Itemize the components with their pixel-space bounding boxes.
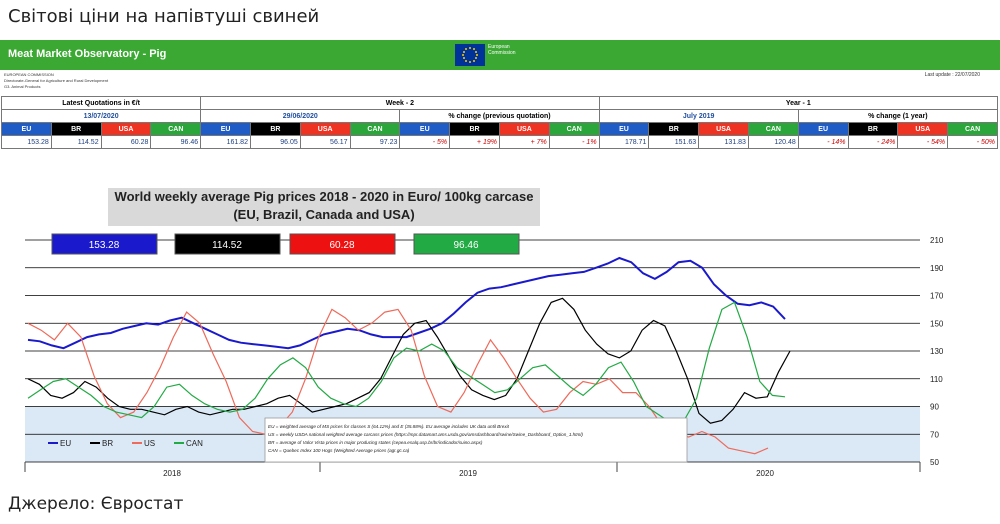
date-latest: 13/07/2020 xyxy=(0,109,202,123)
note-line: EU = weighted average of MS prices for c… xyxy=(268,424,510,429)
source-caption: Джерело: Євростат xyxy=(8,494,184,514)
price-chart: 50 70 90 110 130 150 170 190 210 2018 2019 2020 153.… xyxy=(24,233,944,478)
note-line: BR = average of Valor Vista prices in ma… xyxy=(268,440,483,445)
week2-value: 161.82 xyxy=(200,135,251,149)
week2-value: 96.05 xyxy=(249,135,301,149)
latest-value: 153.28 xyxy=(1,135,52,149)
org-info: EUROPEAN COMMISSION Directorate-General … xyxy=(4,72,108,90)
region-eu: EU xyxy=(797,122,849,136)
series-line-br xyxy=(27,297,791,424)
y-tick-label: 50 xyxy=(930,458,939,467)
year1-value: 131.83 xyxy=(698,135,749,149)
flag-caption: European Commission xyxy=(488,44,516,56)
org-line: EUROPEAN COMMISSION xyxy=(4,72,54,77)
region-usa: USA xyxy=(897,122,949,136)
region-br: BR xyxy=(449,122,500,136)
year1-pct: - 50% xyxy=(947,135,998,149)
note-line: CAN = Quebec Index 100 Hogs (Weighted Av… xyxy=(268,448,410,453)
org-line: Directorate-General for Agriculture and … xyxy=(4,78,109,83)
year1-value: 151.63 xyxy=(648,135,700,149)
y-tick-label: 170 xyxy=(930,292,944,301)
week2-pct: + 7% xyxy=(498,135,550,149)
y-tick-label: 70 xyxy=(930,430,939,439)
note-line: US = weekly USDA national weighted avera… xyxy=(268,432,583,437)
y-tick-label: 210 xyxy=(930,236,944,245)
region-eu: EU xyxy=(200,122,251,136)
region-can: CAN xyxy=(349,122,401,136)
legend-label: US xyxy=(144,439,155,448)
series-line-us xyxy=(27,308,769,455)
latest-value: 60.28 xyxy=(100,135,152,149)
pct-year1-header: % change (1 year) xyxy=(797,109,999,123)
x-tick-label: 2019 xyxy=(459,469,477,478)
last-update: Last update : 22/07/2020 xyxy=(924,72,980,78)
region-usa: USA xyxy=(498,122,550,136)
region-eu: EU xyxy=(598,122,650,136)
latest-box xyxy=(289,233,396,255)
region-usa: USA xyxy=(698,122,749,136)
quotations-table: Latest Quotations in €/t Week - 2 Year -… xyxy=(0,96,999,149)
latest-box xyxy=(51,233,158,255)
latest-box-value: 114.52 xyxy=(212,240,242,251)
year1-pct: - 24% xyxy=(847,135,899,149)
series-line-can xyxy=(27,301,786,424)
legend-label: BR xyxy=(102,439,113,448)
region-can: CAN xyxy=(150,122,202,136)
value-row: 153.28 114.52 60.28 96.46 161.82 96.05 5… xyxy=(1,135,998,149)
region-can: CAN xyxy=(947,122,998,136)
region-row: EU BR USA CAN EU BR USA CAN EU BR USA CA… xyxy=(1,122,998,136)
year1-pct: - 14% xyxy=(797,135,849,149)
year1-pct: - 54% xyxy=(897,135,949,149)
latest-box xyxy=(174,233,281,255)
date-week2: 29/06/2020 xyxy=(200,109,401,123)
x-tick-label: 2020 xyxy=(756,469,774,478)
pct-week2-header: % change (previous quotation) xyxy=(399,109,600,123)
latest-box xyxy=(413,233,520,255)
year1-value: 120.48 xyxy=(747,135,799,149)
latest-box-value: 60.28 xyxy=(329,240,354,251)
chart-title: World weekly average Pig prices 2018 - 2… xyxy=(114,189,534,204)
region-br: BR xyxy=(648,122,700,136)
series-line-eu xyxy=(27,256,786,350)
region-usa: USA xyxy=(299,122,351,136)
region-eu: EU xyxy=(399,122,451,136)
header-year1: Year - 1 xyxy=(598,96,999,110)
y-tick-label: 130 xyxy=(930,347,944,356)
y-tick-label: 90 xyxy=(930,403,939,412)
eu-flag-icon xyxy=(455,44,485,66)
y-tick-label: 110 xyxy=(930,375,943,384)
week2-value: 97.23 xyxy=(349,135,401,149)
latest-box-value: 153.28 xyxy=(89,240,120,251)
notes-box xyxy=(264,417,688,463)
region-br: BR xyxy=(249,122,301,136)
org-line: G3. Animal Products xyxy=(4,84,41,89)
week2-pct: - 5% xyxy=(399,135,451,149)
region-can: CAN xyxy=(747,122,799,136)
week2-pct: + 19% xyxy=(449,135,500,149)
week2-value: 56.17 xyxy=(299,135,351,149)
chart-subtitle: (EU, Brazil, Canada and USA) xyxy=(233,207,415,222)
region-usa: USA xyxy=(100,122,152,136)
region-eu: EU xyxy=(1,122,52,136)
region-can: CAN xyxy=(548,122,600,136)
page-title: Світові ціни на напівтуші свиней xyxy=(8,6,320,27)
observatory-banner: Meat Market Observatory - Pig European C… xyxy=(0,40,1000,70)
region-br: BR xyxy=(847,122,899,136)
date-year1: July 2019 xyxy=(598,109,799,123)
header-latest: Latest Quotations in €/t xyxy=(0,96,202,110)
latest-box-value: 96.46 xyxy=(453,240,478,251)
legend-label: CAN xyxy=(186,439,203,448)
latest-value: 114.52 xyxy=(50,135,102,149)
latest-value: 96.46 xyxy=(150,135,202,149)
year1-value: 178.71 xyxy=(598,135,650,149)
banner-title: Meat Market Observatory - Pig xyxy=(8,48,167,60)
legend-label: EU xyxy=(60,439,71,448)
week2-pct: - 1% xyxy=(548,135,600,149)
y-tick-label: 190 xyxy=(930,264,944,273)
region-br: BR xyxy=(50,122,102,136)
x-tick-label: 2018 xyxy=(163,469,181,478)
y-tick-label: 150 xyxy=(930,319,944,328)
chart-title-box: World weekly average Pig prices 2018 - 2… xyxy=(108,188,540,226)
header-week2: Week - 2 xyxy=(200,96,600,110)
